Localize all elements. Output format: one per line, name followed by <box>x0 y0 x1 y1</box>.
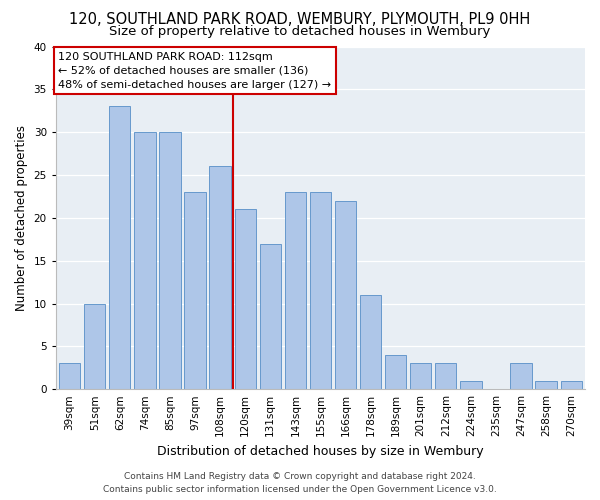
Bar <box>535 380 557 389</box>
Bar <box>435 364 457 389</box>
X-axis label: Distribution of detached houses by size in Wembury: Distribution of detached houses by size … <box>157 444 484 458</box>
Text: Size of property relative to detached houses in Wembury: Size of property relative to detached ho… <box>109 25 491 38</box>
Text: 120 SOUTHLAND PARK ROAD: 112sqm
← 52% of detached houses are smaller (136)
48% o: 120 SOUTHLAND PARK ROAD: 112sqm ← 52% of… <box>58 52 332 90</box>
Bar <box>560 380 582 389</box>
Bar <box>235 210 256 389</box>
Bar <box>159 132 181 389</box>
Bar <box>59 364 80 389</box>
Bar <box>335 200 356 389</box>
Bar <box>134 132 155 389</box>
Bar <box>410 364 431 389</box>
Bar <box>184 192 206 389</box>
Bar <box>84 304 106 389</box>
Text: Contains HM Land Registry data © Crown copyright and database right 2024.
Contai: Contains HM Land Registry data © Crown c… <box>103 472 497 494</box>
Bar <box>109 106 130 389</box>
Bar <box>209 166 231 389</box>
Bar <box>284 192 306 389</box>
Bar <box>310 192 331 389</box>
Bar <box>460 380 482 389</box>
Bar <box>385 355 406 389</box>
Text: 120, SOUTHLAND PARK ROAD, WEMBURY, PLYMOUTH, PL9 0HH: 120, SOUTHLAND PARK ROAD, WEMBURY, PLYMO… <box>70 12 530 28</box>
Y-axis label: Number of detached properties: Number of detached properties <box>15 125 28 311</box>
Bar <box>260 244 281 389</box>
Bar <box>360 295 381 389</box>
Bar <box>511 364 532 389</box>
